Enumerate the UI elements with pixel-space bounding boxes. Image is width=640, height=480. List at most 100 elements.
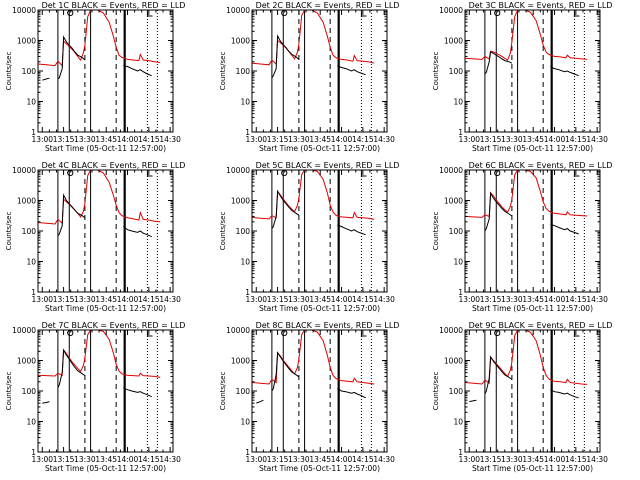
lld-series-line [251, 329, 375, 385]
x-tick-label: 14:00 [331, 135, 353, 144]
y-tick-label: 100 [236, 67, 251, 76]
x-tick-label: 13:30 [74, 135, 96, 144]
x-tick-label: 13:45 [309, 135, 331, 144]
y-tick-label: 100 [449, 387, 464, 396]
x-axis-label: Start Time (05-Oct-11 12:57:00) [472, 144, 593, 153]
top-corner-marker [573, 171, 580, 177]
x-axis-label: Start Time (05-Oct-11 12:57:00) [259, 464, 380, 473]
y-tick-label: 1 [31, 128, 36, 137]
y-tick-label: 10000 [12, 6, 36, 15]
detector-panel: Det 1C BLACK = Events, RED = LLD 1 10 100 10… [5, 1, 185, 153]
y-tick-label: 10000 [226, 166, 250, 175]
x-tick-label: 13:30 [74, 295, 96, 304]
x-tick-label: 14:15 [565, 295, 587, 304]
events-series-line [484, 355, 513, 395]
events-series-line [550, 389, 579, 399]
x-tick-label: 14:00 [331, 295, 353, 304]
events-series-line [337, 65, 366, 76]
lld-series-line [464, 9, 588, 61]
y-axis-label: Counts/sec [432, 212, 440, 251]
x-tick-label: 14:30 [373, 455, 395, 464]
events-series-line [271, 34, 300, 79]
x-tick-label: 13:00 [458, 455, 480, 464]
x-tick-label: 13:30 [288, 455, 310, 464]
x-tick-label: 13:45 [522, 455, 544, 464]
x-tick-label: 14:30 [373, 295, 395, 304]
y-tick-label: 1000 [231, 197, 250, 206]
x-tick-label: 14:15 [138, 135, 160, 144]
events-series-line [484, 51, 513, 75]
y-tick-label: 1000 [17, 37, 36, 46]
x-tick-label: 14:15 [352, 295, 374, 304]
x-tick-label: 13:45 [95, 135, 117, 144]
x-tick-label: 14:30 [586, 295, 608, 304]
events-series-line [337, 224, 366, 236]
x-tick-label: 14:30 [586, 135, 608, 144]
events-series-line [57, 35, 86, 80]
x-tick-label: 13:00 [31, 295, 53, 304]
x-axis-label: Start Time (05-Oct-11 12:57:00) [45, 304, 166, 313]
events-series-line [550, 223, 579, 235]
panel-title: Det 4C BLACK = Events, RED = LLD [42, 161, 186, 170]
x-tick-label: 13:45 [522, 135, 544, 144]
panel-title: Det 7C BLACK = Events, RED = LLD [42, 321, 186, 330]
x-tick-label: 14:30 [159, 135, 181, 144]
y-tick-label: 10 [453, 418, 463, 427]
x-tick-label: 14:30 [159, 295, 181, 304]
lld-series-line [37, 169, 161, 225]
events-series-line [256, 399, 264, 404]
lld-series-line [464, 169, 588, 218]
y-tick-label: 10000 [439, 166, 463, 175]
y-tick-label: 10 [453, 258, 463, 267]
events-series-line [57, 348, 86, 388]
x-tick-label: 14:15 [352, 455, 374, 464]
x-tick-label: 14:15 [565, 455, 587, 464]
x-tick-label: 14:30 [159, 455, 181, 464]
events-series-line [42, 401, 50, 404]
y-axis-label: Counts/sec [432, 52, 440, 91]
events-series-line [57, 193, 86, 237]
y-tick-label: 10000 [226, 6, 250, 15]
y-tick-label: 1000 [231, 37, 250, 46]
x-tick-label: 14:00 [117, 295, 139, 304]
x-tick-label: 14:00 [117, 455, 139, 464]
panel-title: Det 5C BLACK = Events, RED = LLD [256, 161, 400, 170]
y-tick-label: 1 [31, 448, 36, 457]
detector-panel: Det 2C BLACK = Events, RED = LLD 1 10 100 10… [219, 1, 399, 153]
y-axis-label: Counts/sec [432, 372, 440, 411]
x-tick-label: 13:15 [480, 455, 502, 464]
y-tick-label: 1000 [231, 357, 250, 366]
events-series-line [484, 191, 513, 232]
x-tick-label: 13:30 [288, 135, 310, 144]
x-axis-label: Start Time (05-Oct-11 12:57:00) [45, 144, 166, 153]
y-tick-label: 10 [453, 98, 463, 107]
lld-series-line [464, 329, 588, 385]
x-tick-label: 13:15 [480, 135, 502, 144]
y-tick-label: 100 [449, 67, 464, 76]
x-tick-label: 14:30 [373, 135, 395, 144]
x-tick-label: 13:00 [458, 295, 480, 304]
y-tick-label: 100 [449, 227, 464, 236]
y-tick-label: 1000 [17, 357, 36, 366]
panel-title: Det 8C BLACK = Events, RED = LLD [256, 321, 400, 330]
events-series-line [123, 65, 152, 77]
y-tick-label: 1000 [444, 197, 463, 206]
events-series-line [271, 351, 300, 392]
lld-series-line [37, 329, 161, 378]
x-tick-label: 13:15 [53, 455, 75, 464]
y-tick-label: 10 [26, 258, 36, 267]
panel-title: Det 9C BLACK = Events, RED = LLD [469, 321, 613, 330]
lld-series-line [37, 9, 161, 67]
x-tick-label: 13:15 [53, 295, 75, 304]
y-tick-label: 10 [240, 418, 250, 427]
y-axis-label: Counts/sec [5, 212, 13, 251]
x-tick-label: 13:45 [95, 455, 117, 464]
x-tick-label: 13:00 [458, 135, 480, 144]
detector-panel: Det 7C BLACK = Events, RED = LLD 1 10 100 10… [5, 321, 185, 473]
x-tick-label: 13:15 [267, 135, 289, 144]
x-tick-label: 13:30 [74, 455, 96, 464]
detector-panel: Det 4C BLACK = Events, RED = LLD 1 10 100 10… [5, 161, 185, 313]
y-tick-label: 100 [22, 227, 37, 236]
top-corner-marker [573, 11, 580, 17]
x-tick-label: 13:45 [309, 295, 331, 304]
